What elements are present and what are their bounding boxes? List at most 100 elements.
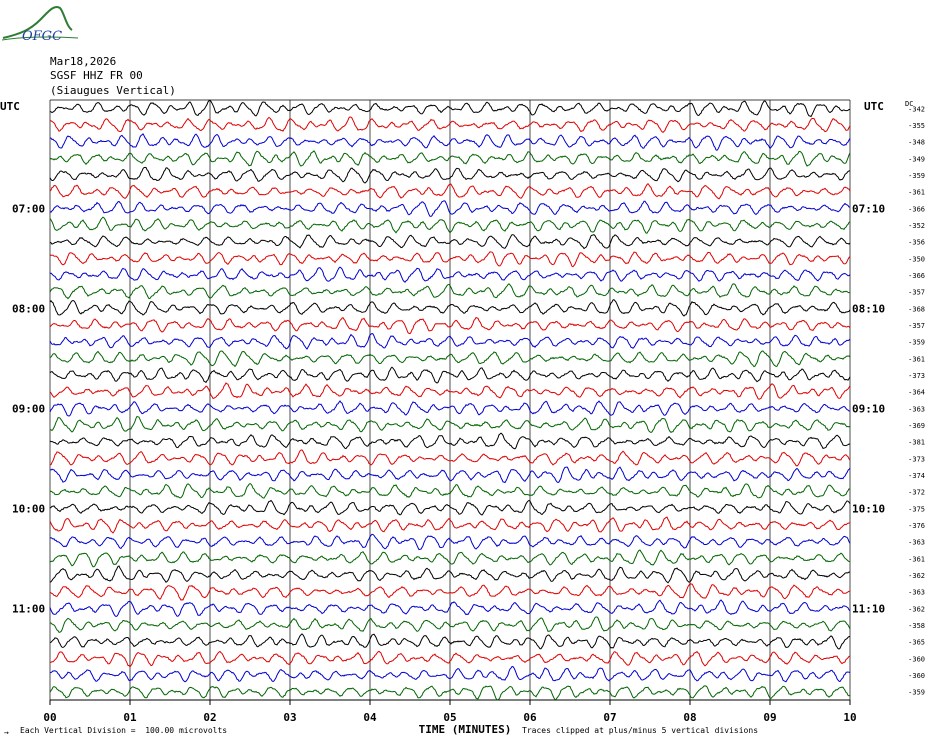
x-tick-label-03: 03 bbox=[283, 711, 296, 724]
dc-offset-18: -364 bbox=[908, 389, 925, 397]
dc-offset-16: -361 bbox=[908, 355, 925, 363]
trace-17 bbox=[49, 366, 851, 384]
left-utc-label: UTC bbox=[0, 100, 20, 113]
right-time-label-1110: 11:10 bbox=[852, 602, 885, 615]
dc-offset-31: -362 bbox=[908, 605, 925, 613]
x-tick-label-04: 04 bbox=[363, 711, 377, 724]
trace-9 bbox=[49, 234, 851, 250]
trace-29 bbox=[49, 565, 851, 584]
dc-offset-11: -366 bbox=[908, 272, 925, 280]
scale-note: Each Vertical Division = 100.00 microvol… bbox=[20, 726, 228, 735]
trace-6 bbox=[49, 182, 851, 200]
right-time-label-0910: 09:10 bbox=[852, 402, 885, 415]
trace-24 bbox=[49, 483, 851, 499]
left-time-label-0700: 07:00 bbox=[12, 202, 45, 215]
dc-offset-6: -361 bbox=[908, 189, 925, 197]
dc-offset-33: -365 bbox=[908, 639, 925, 647]
trace-31 bbox=[49, 599, 851, 617]
trace-11 bbox=[49, 266, 851, 283]
trace-4 bbox=[49, 150, 851, 167]
x-tick-label-08: 08 bbox=[683, 711, 696, 724]
trace-15 bbox=[49, 333, 851, 350]
dc-offset-34: -360 bbox=[908, 655, 925, 663]
dc-offset-24: -372 bbox=[908, 489, 925, 497]
trace-32 bbox=[49, 616, 851, 633]
dc-offset-17: -373 bbox=[908, 372, 925, 380]
dc-offset-20: -369 bbox=[908, 422, 925, 430]
trace-18 bbox=[49, 382, 851, 400]
dc-offset-35: -360 bbox=[908, 672, 925, 680]
right-time-label-1010: 10:10 bbox=[852, 502, 885, 515]
mountain-icon bbox=[2, 6, 73, 39]
dc-label: DC bbox=[905, 100, 913, 108]
right-time-label-0710: 07:10 bbox=[852, 202, 885, 215]
location-label: (Siaugues Vertical) bbox=[50, 84, 176, 97]
trace-26 bbox=[49, 516, 851, 534]
trace-22 bbox=[49, 449, 851, 467]
trace-35 bbox=[49, 665, 851, 683]
dc-offset-7: -366 bbox=[908, 205, 925, 213]
trace-30 bbox=[49, 582, 850, 601]
trace-33 bbox=[49, 633, 851, 650]
dc-offset-13: -368 bbox=[908, 305, 925, 313]
trace-36 bbox=[49, 685, 851, 701]
dc-offset-1: -342 bbox=[908, 105, 925, 113]
ofgc-logo: OFGC bbox=[1, 6, 79, 44]
x-axis-title: TIME (MINUTES) bbox=[419, 723, 512, 736]
right-time-label-0810: 08:10 bbox=[852, 302, 885, 315]
dc-offset-19: -363 bbox=[908, 405, 925, 413]
left-time-label-0800: 08:00 bbox=[12, 302, 45, 315]
trace-19 bbox=[49, 400, 850, 417]
dc-offset-12: -357 bbox=[908, 289, 925, 297]
dc-offset-10: -350 bbox=[908, 255, 925, 263]
clip-note: Traces clipped at plus/minus 5 vertical … bbox=[522, 726, 759, 735]
x-tick-label-00: 00 bbox=[43, 711, 56, 724]
trace-10 bbox=[49, 251, 851, 268]
x-tick-label-09: 09 bbox=[763, 711, 776, 724]
trace-7 bbox=[49, 200, 850, 217]
x-tick-label-02: 02 bbox=[203, 711, 216, 724]
trace-20 bbox=[49, 415, 851, 434]
trace-3 bbox=[49, 133, 851, 151]
dc-offset-30: -363 bbox=[908, 589, 925, 597]
trace-21 bbox=[49, 432, 851, 450]
dc-offset-21: -381 bbox=[908, 439, 925, 447]
logo-text: OFGC bbox=[22, 29, 62, 44]
dc-offset-23: -374 bbox=[908, 472, 925, 480]
dc-offset-15: -359 bbox=[908, 339, 925, 347]
date-label: Mar18,2026 bbox=[50, 55, 117, 68]
dc-offset-3: -348 bbox=[908, 139, 925, 147]
trace-27 bbox=[49, 533, 851, 551]
dc-offset-8: -352 bbox=[908, 222, 925, 230]
x-tick-label-10: 10 bbox=[843, 711, 856, 724]
trace-5 bbox=[49, 166, 851, 184]
left-time-label-1100: 11:00 bbox=[12, 602, 45, 615]
dc-offset-26: -376 bbox=[908, 522, 925, 530]
x-tick-label-05: 05 bbox=[443, 711, 456, 724]
trace-16 bbox=[49, 350, 851, 368]
trace-14 bbox=[49, 316, 851, 335]
dc-offset-4: -349 bbox=[908, 155, 925, 163]
x-tick-label-06: 06 bbox=[523, 711, 537, 724]
dc-offset-22: -373 bbox=[908, 455, 925, 463]
dc-offset-2: -355 bbox=[908, 122, 925, 130]
station-label: SGSF HHZ FR 00 bbox=[50, 69, 143, 82]
left-time-label-0900: 09:00 bbox=[12, 402, 45, 415]
dc-offset-14: -357 bbox=[908, 322, 925, 330]
trace-12 bbox=[49, 283, 851, 300]
dc-offset-29: -362 bbox=[908, 572, 925, 580]
trace-13 bbox=[49, 299, 851, 317]
trace-34 bbox=[49, 650, 851, 668]
trace-2 bbox=[49, 116, 851, 134]
trace-8 bbox=[49, 216, 851, 234]
trace-23 bbox=[49, 466, 851, 484]
dc-offset-27: -363 bbox=[908, 539, 925, 547]
trace-1 bbox=[49, 99, 850, 118]
dc-offset-5: -359 bbox=[908, 172, 925, 180]
dc-offset-32: -358 bbox=[908, 622, 925, 630]
left-time-label-1000: 10:00 bbox=[12, 502, 45, 515]
dc-offset-36: -359 bbox=[908, 689, 925, 697]
right-utc-label: UTC bbox=[864, 100, 884, 113]
trace-28 bbox=[49, 549, 850, 568]
